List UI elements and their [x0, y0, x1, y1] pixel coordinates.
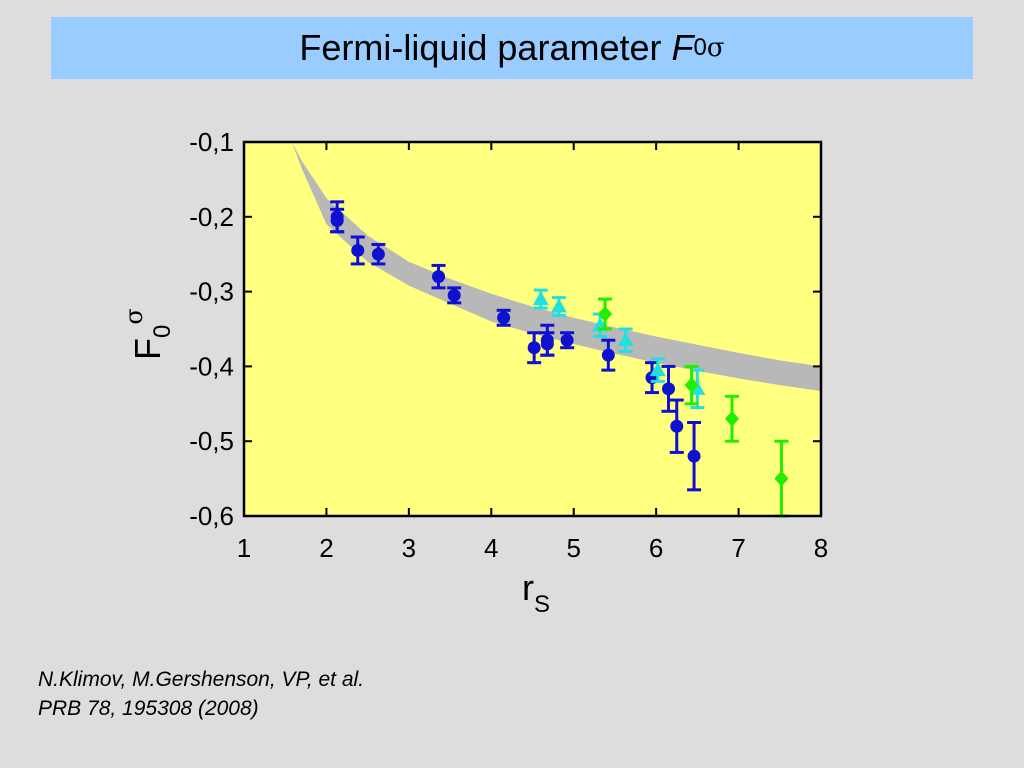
- data-point: [497, 311, 511, 325]
- x-axis-label-main: r: [522, 567, 534, 608]
- data-point: [670, 419, 684, 433]
- x-tick-label: 7: [731, 533, 745, 563]
- data-point: [527, 341, 541, 355]
- series-triangle: [532, 288, 706, 410]
- title-text: Fermi-liquid parameter: [299, 27, 662, 68]
- y-tick-label: -0,4: [189, 351, 234, 381]
- data-point: [532, 291, 549, 306]
- x-tick-label: 3: [402, 533, 416, 563]
- y-tick-label: -0,2: [189, 202, 234, 232]
- x-axis-label: rS: [522, 567, 550, 618]
- data-point: [724, 410, 739, 427]
- data-point: [540, 337, 554, 351]
- title-symbol: F: [671, 27, 694, 68]
- y-axis-label-sup: σ: [120, 308, 148, 324]
- y-tick-label: -0,6: [189, 501, 234, 531]
- data-point: [662, 382, 676, 396]
- y-axis-label-sub: 0: [149, 325, 176, 338]
- x-tick-label: 5: [566, 533, 580, 563]
- citation: N.Klimov, M.Gershenson, VP, et al. PRB 7…: [38, 665, 364, 723]
- theory-band: [291, 142, 821, 392]
- x-tick-label: 8: [814, 533, 828, 563]
- title-subscript: 0: [693, 34, 707, 61]
- data-point: [598, 306, 613, 323]
- data-point: [687, 449, 701, 463]
- data-point: [684, 377, 699, 394]
- x-tick-label: 4: [484, 533, 498, 563]
- citation-authors: N.Klimov, M.Gershenson, VP, et al.: [38, 668, 365, 691]
- x-axis-label-sub: S: [534, 591, 550, 618]
- data-point: [432, 270, 446, 284]
- y-tick-label: -0,1: [189, 127, 234, 157]
- y-tick-label: -0,3: [189, 277, 234, 307]
- data-point: [649, 362, 666, 377]
- data-point: [371, 247, 385, 261]
- title-superscript: σ: [706, 33, 725, 63]
- y-tick-label: -0,5: [189, 426, 234, 456]
- data-point: [601, 348, 615, 362]
- plot-frame: [242, 140, 823, 518]
- data-point: [617, 332, 634, 347]
- x-tick-label: 2: [319, 533, 333, 563]
- citation-reference: PRB 78, 195308 (2008): [38, 697, 259, 720]
- data-point: [447, 288, 461, 302]
- data-point: [689, 380, 706, 395]
- data-point: [550, 298, 567, 313]
- y-axis-label: F0σ: [120, 308, 176, 360]
- data-point: [774, 470, 789, 487]
- x-tick-label: 1: [237, 533, 251, 563]
- x-tick-label: 6: [649, 533, 663, 563]
- data-point: [330, 214, 344, 228]
- data-point: [560, 333, 574, 347]
- data-point: [351, 243, 365, 257]
- series-diamond: [598, 297, 789, 518]
- y-axis-label-main: F: [127, 338, 168, 360]
